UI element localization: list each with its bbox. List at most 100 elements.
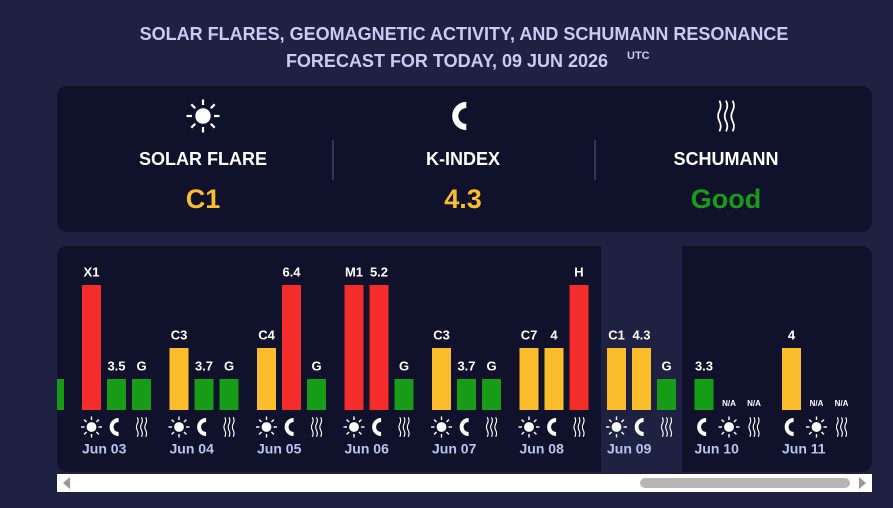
bar bbox=[132, 379, 151, 410]
day-label: Jun 03 bbox=[82, 441, 127, 457]
wave-line bbox=[140, 416, 143, 438]
sun-ray bbox=[171, 431, 175, 435]
na-label: N/A bbox=[835, 399, 849, 408]
sun-icon bbox=[518, 416, 540, 438]
waves-icon bbox=[310, 416, 323, 438]
wave-line bbox=[490, 416, 493, 438]
bar bbox=[369, 285, 389, 410]
bar-label: M1 bbox=[345, 264, 363, 279]
wave-line bbox=[227, 416, 231, 438]
waves-icon bbox=[717, 100, 735, 132]
today-value: 4.3 bbox=[444, 184, 482, 214]
waves-icon bbox=[223, 416, 235, 438]
magnet-icon bbox=[452, 101, 467, 131]
sun-ray bbox=[346, 419, 350, 423]
magnet-icon bbox=[197, 418, 207, 436]
sun-ray bbox=[346, 431, 350, 435]
bar bbox=[257, 348, 276, 410]
bar bbox=[219, 379, 239, 410]
bar bbox=[519, 348, 539, 410]
magnet-icon bbox=[372, 418, 382, 436]
wave-line bbox=[748, 416, 752, 438]
magnet-icon bbox=[547, 418, 557, 436]
bar bbox=[344, 285, 364, 410]
scroll-thumb[interactable] bbox=[640, 478, 850, 488]
bar bbox=[657, 379, 676, 410]
sun-ray bbox=[358, 419, 362, 423]
wave-line bbox=[665, 416, 668, 438]
bar-label: 4.3 bbox=[632, 327, 650, 342]
day-label: Jun 10 bbox=[695, 441, 740, 457]
sun-ray bbox=[210, 103, 216, 109]
na-label: N/A bbox=[747, 399, 761, 408]
wave-line bbox=[485, 416, 489, 438]
waves-icon bbox=[660, 416, 673, 438]
sun-core bbox=[261, 422, 272, 432]
sun-core bbox=[724, 422, 734, 432]
day-label: Jun 09 bbox=[607, 441, 652, 457]
waves-icon bbox=[835, 416, 848, 438]
sun-ray bbox=[433, 419, 438, 423]
heading: SOLAR FLARE bbox=[139, 149, 267, 169]
sun-ray bbox=[820, 431, 825, 435]
magnet-icon bbox=[634, 418, 644, 436]
sun-ray bbox=[190, 123, 196, 129]
sun-ray bbox=[445, 431, 450, 435]
scroll-left[interactable] bbox=[63, 477, 70, 489]
sun-ray bbox=[95, 431, 100, 435]
bar-label: 3.7 bbox=[195, 358, 213, 373]
wave-line bbox=[310, 416, 314, 438]
waves-icon bbox=[135, 416, 148, 438]
today-value: Good bbox=[691, 184, 761, 214]
sun-ray bbox=[521, 431, 525, 435]
bar bbox=[169, 348, 189, 410]
sun-ray bbox=[358, 431, 362, 435]
bar bbox=[457, 379, 476, 410]
wave-line bbox=[730, 100, 735, 132]
bar bbox=[282, 285, 301, 410]
heading: SCHUMANN bbox=[674, 149, 779, 169]
sun-ray bbox=[808, 431, 813, 435]
title-line1: SOLAR FLARES, GEOMAGNETIC ACTIVITY, AND … bbox=[140, 24, 789, 44]
bar-label: C3 bbox=[171, 327, 188, 342]
bar bbox=[82, 285, 101, 410]
sun-core bbox=[436, 422, 447, 432]
magnet-arc bbox=[547, 418, 557, 436]
magnet-arc bbox=[452, 101, 467, 131]
sun-icon bbox=[186, 99, 220, 133]
sun-core bbox=[811, 422, 822, 432]
sun-icon bbox=[168, 416, 190, 438]
sun-ray bbox=[433, 431, 438, 435]
sun-ray bbox=[445, 419, 450, 423]
wave-line bbox=[660, 416, 664, 438]
wave-line bbox=[135, 416, 139, 438]
scroll-right[interactable] bbox=[859, 477, 866, 489]
magnet-arc bbox=[372, 418, 382, 436]
sun-ray bbox=[533, 431, 537, 435]
magnet-arc bbox=[109, 418, 119, 436]
wave-line bbox=[752, 416, 756, 438]
bar bbox=[632, 348, 651, 410]
sun-icon bbox=[431, 416, 452, 438]
wave-line bbox=[406, 416, 410, 438]
magnet-arc bbox=[459, 418, 469, 436]
sun-icon bbox=[81, 416, 102, 438]
sun-ray bbox=[183, 419, 187, 423]
sun-core bbox=[86, 422, 97, 432]
bar bbox=[482, 379, 501, 410]
wave-line bbox=[223, 416, 227, 438]
bar-label: 3.5 bbox=[107, 358, 125, 373]
wave-line bbox=[835, 416, 839, 438]
wave-line bbox=[398, 416, 402, 438]
wave-line bbox=[231, 416, 235, 438]
sun-ray bbox=[521, 419, 525, 423]
sun-core bbox=[524, 422, 534, 432]
bar bbox=[107, 379, 126, 410]
bar-label: X1 bbox=[84, 264, 100, 279]
bar-label: 6.4 bbox=[282, 264, 301, 279]
wave-line bbox=[319, 416, 323, 438]
bar-label: G bbox=[136, 358, 146, 373]
sun-ray bbox=[808, 419, 813, 423]
bar-label: 3.7 bbox=[457, 358, 475, 373]
heading: K-INDEX bbox=[426, 149, 500, 169]
